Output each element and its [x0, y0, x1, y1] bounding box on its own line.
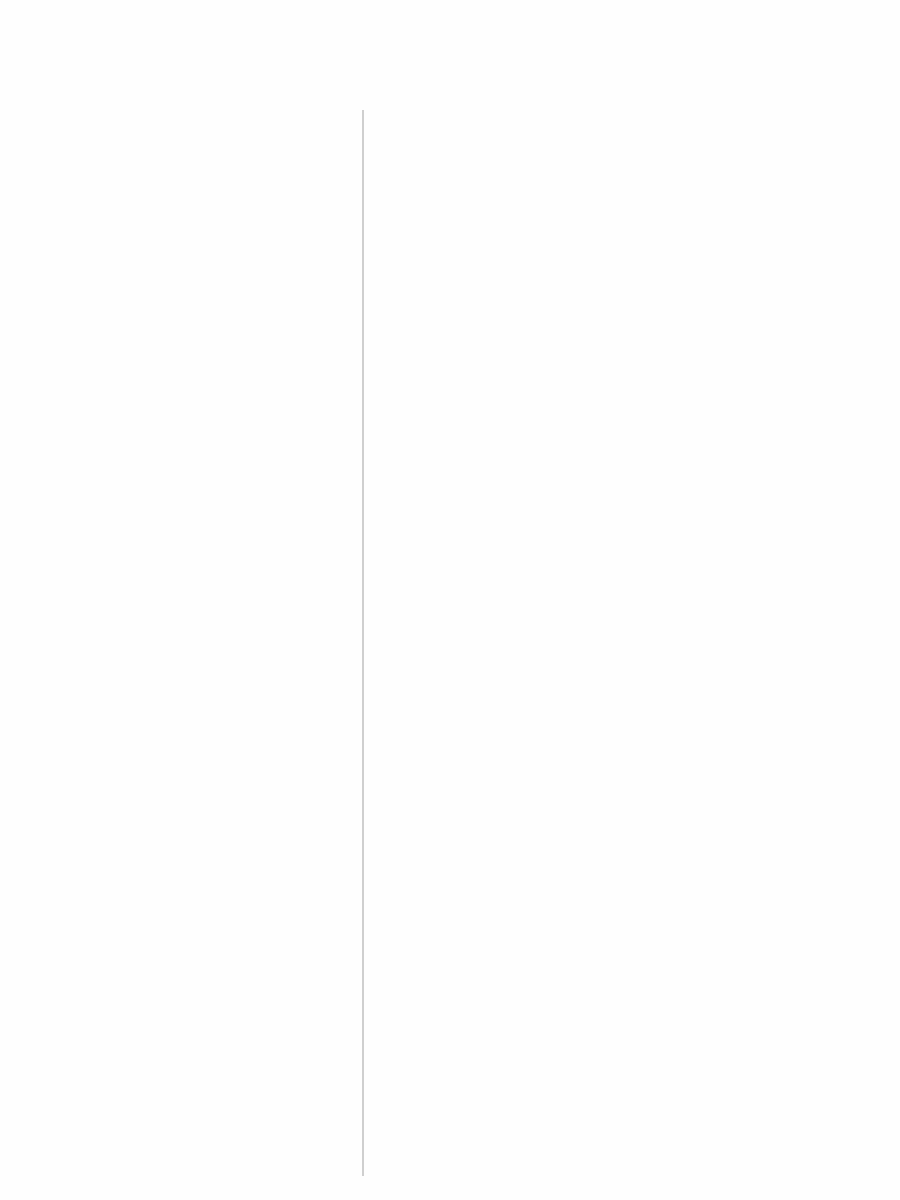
left-pane [0, 110, 362, 1176]
pane-divider[interactable] [362, 110, 364, 1176]
right-pane [364, 110, 900, 1176]
